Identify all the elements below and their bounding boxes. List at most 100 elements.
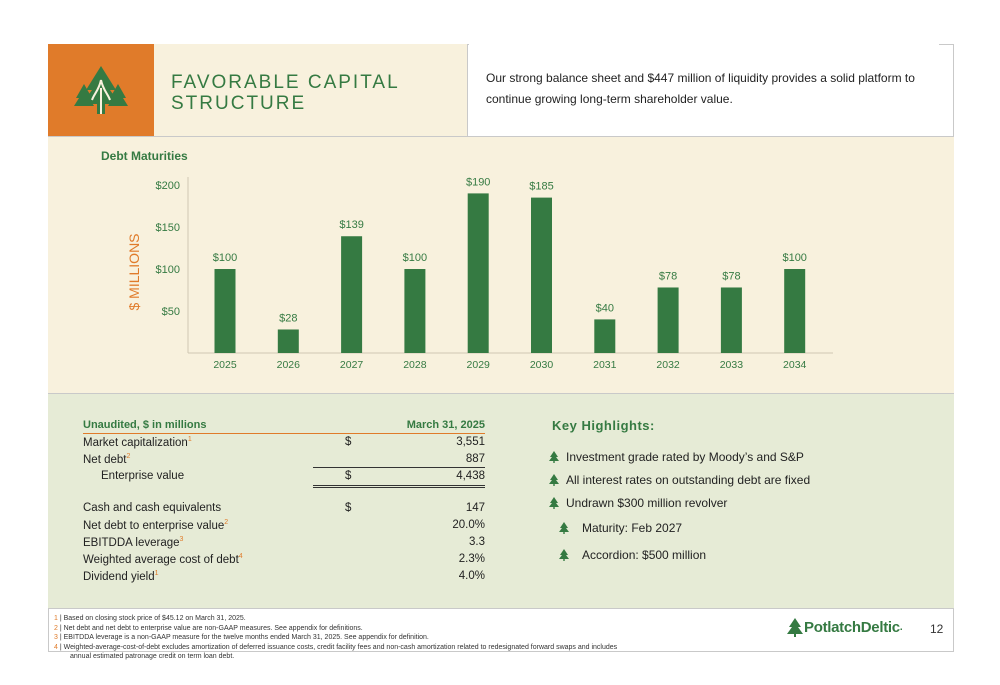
row-label-text: Weighted average cost of debt xyxy=(83,553,239,566)
footnote-text: | Net debt and net debt to enterprise va… xyxy=(57,624,363,632)
footnote-text: | Weighted-average-cost-of-debt excludes… xyxy=(57,643,618,651)
x-tick-label-2028: 2028 xyxy=(403,359,427,371)
table-row: Dividend yield1 4.0% xyxy=(83,570,485,587)
footnote-ref: 2 xyxy=(224,519,229,526)
highlight-subtext: Maturity: Feb 2027 xyxy=(582,521,683,535)
footnote: 1 | Based on closing stock price of $45.… xyxy=(54,614,754,624)
table-row: Market capitalization1 $3,551 xyxy=(83,436,485,453)
page-number: 12 xyxy=(930,622,944,636)
data-label-2033: $78 xyxy=(722,270,740,282)
highlight-subitem: Maturity: Feb 2027 xyxy=(558,521,682,535)
tree-logo-icon xyxy=(74,66,128,114)
table-row: Enterprise value $4,438 xyxy=(83,470,485,487)
bar-2030 xyxy=(531,197,552,353)
footnote-ref: 1 xyxy=(187,436,192,443)
footnote-number: 2 xyxy=(54,624,58,632)
tree-bullet-icon xyxy=(548,474,560,486)
row-value: 20.0% xyxy=(452,519,485,531)
key-highlights-title: Key Highlights: xyxy=(552,418,655,433)
row-currency: $ xyxy=(345,502,352,514)
row-value: 2.3% xyxy=(458,553,485,565)
row-label: Weighted average cost of debt4 xyxy=(83,553,243,566)
bar-2028 xyxy=(404,269,426,353)
row-label: Net debt2 xyxy=(83,453,130,466)
x-tick-label-2032: 2032 xyxy=(656,359,680,371)
highlight-subitem: Accordion: $500 million xyxy=(558,548,706,562)
footnotes: 1 | Based on closing stock price of $45.… xyxy=(54,614,754,662)
tree-bullet-icon xyxy=(558,549,570,561)
table-header-rule xyxy=(83,433,485,434)
footnote-ref: 2 xyxy=(126,453,131,460)
data-label-2031: $40 xyxy=(596,302,614,314)
row-label: Market capitalization1 xyxy=(83,436,192,449)
logo-box xyxy=(48,44,154,136)
page-title: FAVORABLE CAPITAL STRUCTURE xyxy=(171,72,400,114)
row-label: Enterprise value xyxy=(101,470,184,482)
highlight-item: Undrawn $300 million revolver xyxy=(548,496,727,510)
footnote-text: | EBITDDA leverage is a non-GAAP measure… xyxy=(57,634,429,641)
table-row: Net debt2 887 xyxy=(83,453,485,470)
row-currency: $ xyxy=(345,470,352,482)
row-label-text: Dividend yield xyxy=(83,570,155,583)
row-currency: $ xyxy=(345,436,352,448)
footnote-text: | Based on closing stock price of $45.12… xyxy=(57,615,246,622)
row-value: 887 xyxy=(465,453,485,465)
tree-bullet-icon xyxy=(558,522,570,534)
footnote: 3 | EBITDDA leverage is a non-GAAP measu… xyxy=(54,633,754,643)
data-label-2026: $28 xyxy=(279,312,297,324)
row-value: 4,438 xyxy=(456,470,485,482)
brand-name: PotlatchDeltic xyxy=(804,618,900,636)
footnote-ref: 3 xyxy=(179,536,184,543)
subtotal-rule xyxy=(313,467,485,468)
y-tick-label: $150 xyxy=(156,222,180,234)
x-tick-label-2027: 2027 xyxy=(340,359,364,371)
highlight-text: Investment grade rated by Moody’s and S&… xyxy=(566,450,804,464)
bar-2032 xyxy=(657,287,679,353)
row-label: EBITDDA leverage3 xyxy=(83,536,183,549)
data-label-2034: $100 xyxy=(782,252,806,264)
brand-tree-icon xyxy=(787,618,803,637)
footnote: annual estimated patronage credit on ter… xyxy=(54,652,754,662)
bar-2031 xyxy=(594,319,616,353)
highlight-item: Investment grade rated by Moody’s and S&… xyxy=(548,450,804,464)
table-row: Weighted average cost of debt4 2.3% xyxy=(83,553,485,570)
highlight-subtext: Accordion: $500 million xyxy=(582,548,707,562)
row-label: Dividend yield1 xyxy=(83,570,159,583)
chart-panel: Debt Maturities $ MILLIONS $50 $100 $150 $2… xyxy=(48,136,954,394)
row-label: Net debt to enterprise value2 xyxy=(83,519,228,532)
bar-2026 xyxy=(277,329,299,353)
brand-mark: . xyxy=(899,621,903,633)
row-label-text: Cash and cash equivalents xyxy=(83,502,222,514)
data-label-2025: $100 xyxy=(213,252,237,264)
row-value: 3,551 xyxy=(456,436,485,448)
row-value: 4.0% xyxy=(458,570,485,582)
data-label-2028: $100 xyxy=(403,252,427,264)
title-box: FAVORABLE CAPITAL STRUCTURE xyxy=(154,44,468,136)
bar-2025 xyxy=(214,269,236,353)
highlight-text: Undrawn $300 million revolver xyxy=(566,496,728,510)
highlight-item: All interest rates on outstanding debt a… xyxy=(548,473,810,487)
bottom-panel: Unaudited, $ in millions March 31, 2025 … xyxy=(48,394,954,609)
x-tick-label-2026: 2026 xyxy=(277,359,301,371)
y-tick-label: $200 xyxy=(156,180,180,192)
table-row: Net debt to enterprise value2 20.0% xyxy=(83,519,485,536)
row-label: Cash and cash equivalents xyxy=(83,502,221,514)
brand-logo: PotlatchDeltic . xyxy=(786,617,903,637)
footnote-number: 3 xyxy=(54,634,58,641)
table-header-left: Unaudited, $ in millions xyxy=(83,419,207,431)
y-tick-label: $50 xyxy=(162,306,180,318)
tree-bullet-icon xyxy=(548,497,560,509)
bar-2034 xyxy=(784,269,806,353)
y-tick-label: $100 xyxy=(156,264,180,276)
highlight-text: All interest rates on outstanding debt a… xyxy=(566,473,811,487)
data-label-2030: $185 xyxy=(529,181,553,193)
footnote-number: 1 xyxy=(54,615,58,622)
x-tick-label-2033: 2033 xyxy=(720,359,744,371)
total-double-rule xyxy=(313,485,485,488)
intro-text: Our strong balance sheet and $447 millio… xyxy=(469,44,939,136)
chart-title: Debt Maturities xyxy=(101,149,188,163)
row-label-text: Net debt to enterprise value xyxy=(83,519,225,532)
x-tick-label-2029: 2029 xyxy=(467,359,491,371)
table-row: Cash and cash equivalents $147 xyxy=(83,502,485,519)
row-label-text: Enterprise value xyxy=(101,470,185,482)
